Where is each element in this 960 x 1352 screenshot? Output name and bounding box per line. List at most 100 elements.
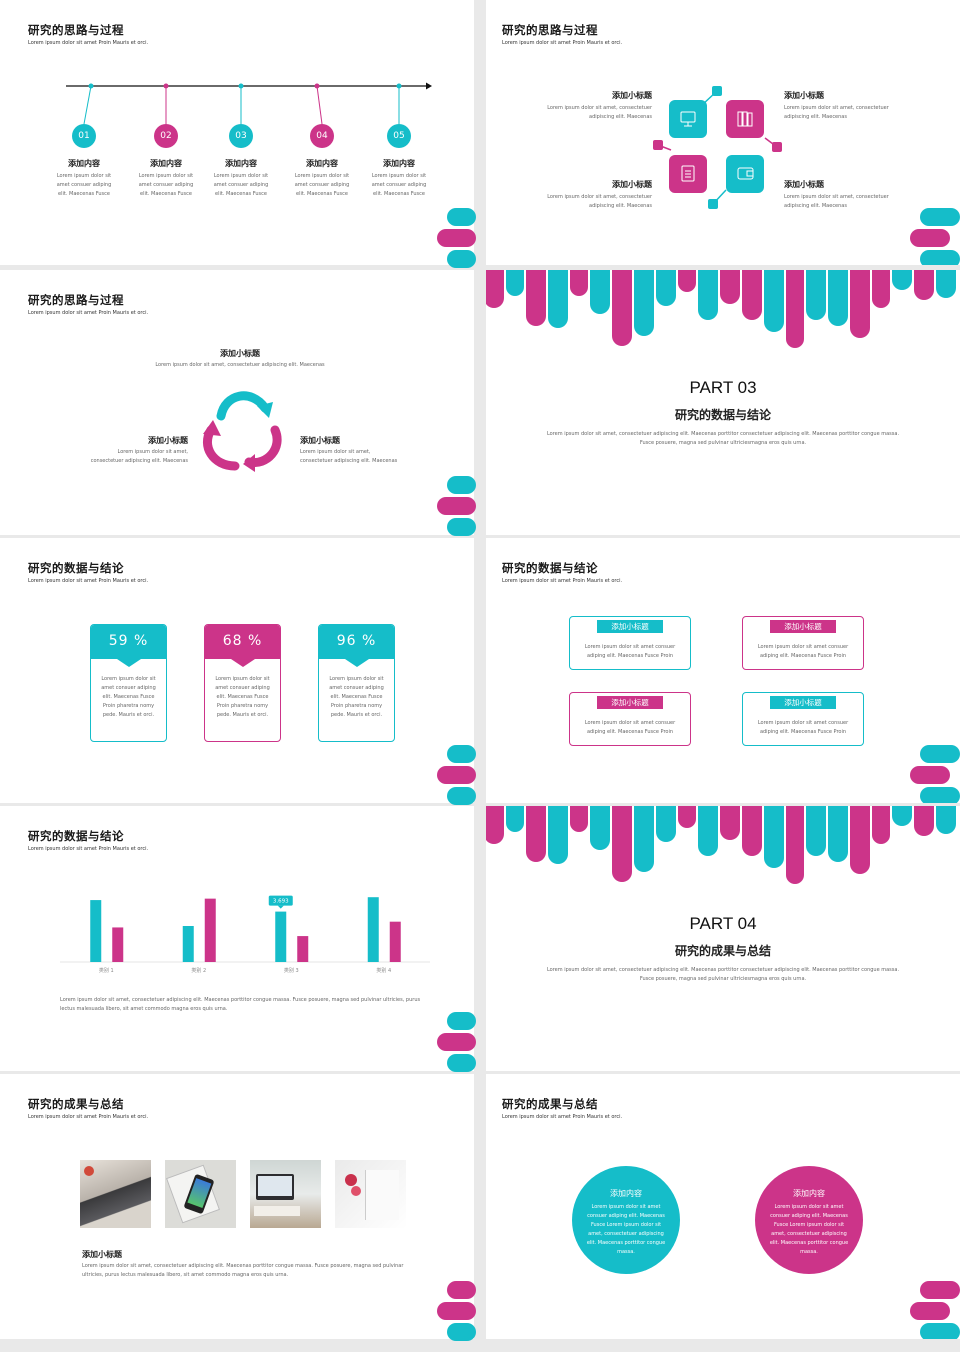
item-label: 添加小标题 xyxy=(784,91,824,100)
recycle-arrows-icon xyxy=(202,391,282,472)
x-tick-label: 类别 1 xyxy=(99,967,114,974)
bar xyxy=(112,927,124,962)
slide-process-icons: 研究的思路与过程 Lorem ipsum dolor sit amet Proi… xyxy=(486,0,960,265)
circle-text: Lorem ipsum dolor sit amet consuer adipi… xyxy=(769,1204,849,1255)
bar xyxy=(389,921,401,962)
slide-title: 研究的成果与总结 xyxy=(502,1097,598,1111)
subtitle-box: 添加小标题 Lorem ipsum dolor sit amet consuer… xyxy=(569,616,691,670)
slide-data-boxes: 研究的数据与结论 Lorem ipsum dolor sit amet Proi… xyxy=(486,538,960,803)
slide-subtitle: Lorem ipsum dolor sit amet Proin Mauris … xyxy=(28,846,149,852)
item-text: Lorem ipsum dolor sit amet, consectetuer… xyxy=(300,449,398,464)
content-circle: 添加内容 Lorem ipsum dolor sit amet consuer … xyxy=(572,1166,680,1274)
item-label: 添加小标题 xyxy=(612,91,652,100)
percent-card: 68 % Lorem ipsum dolor sit amet consuer … xyxy=(204,624,281,742)
item-label: 添加小标题 xyxy=(784,180,824,189)
slide-subtitle: Lorem ipsum dolor sit amet Proin Mauris … xyxy=(28,40,149,46)
card-text: Lorem ipsum dolor sit amet consuer adipi… xyxy=(329,676,384,718)
slide-part-03: PART 03 研究的数据与结论 Lorem ipsum dolor sit a… xyxy=(486,270,960,535)
box-label: 添加小标题 xyxy=(597,696,663,709)
icon-item: 添加小标题 Lorem ipsum dolor sit amet, consec… xyxy=(546,179,652,211)
bar xyxy=(275,911,287,962)
icon-item: 添加小标题 Lorem ipsum dolor sit amet, consec… xyxy=(546,90,652,122)
timeline-graphic xyxy=(66,82,432,148)
percent-value: 96 % xyxy=(319,625,394,659)
step-text: Lorem ipsum dolor sit amet consuer adipi… xyxy=(138,173,194,197)
box-text: Lorem ipsum dolor sit amet consuer adipi… xyxy=(584,644,676,659)
slide-results-circles: 研究的成果与总结 Lorem ipsum dolor sit amet Proi… xyxy=(486,1074,960,1339)
slide-results-photos: 研究的成果与总结 Lorem ipsum dolor sit amet Proi… xyxy=(0,1074,474,1339)
item-text: Lorem ipsum dolor sit amet, consectetuer… xyxy=(547,105,652,120)
part-number: PART 03 xyxy=(689,378,757,397)
step-number: 02 xyxy=(160,131,172,141)
slide-subtitle: Lorem ipsum dolor sit amet Proin Mauris … xyxy=(502,40,623,46)
part-text: Lorem ipsum dolor sit amet, consectetuer… xyxy=(546,967,900,982)
step-item: 添加内容 Lorem ipsum dolor sit amet consuer … xyxy=(290,158,354,199)
slide-title: 研究的成果与总结 xyxy=(28,1097,124,1111)
slide-subtitle: Lorem ipsum dolor sit amet Proin Mauris … xyxy=(502,1114,623,1120)
subtitle-box: 添加小标题 Lorem ipsum dolor sit amet consuer… xyxy=(742,692,864,746)
step-label: 添加内容 xyxy=(225,159,257,168)
percent-value: 59 % xyxy=(91,625,166,659)
laptop-photo xyxy=(80,1160,151,1228)
book-flower-photo xyxy=(335,1160,406,1228)
item-text: Lorem ipsum dolor sit amet, consectetuer… xyxy=(155,362,325,368)
step-text: Lorem ipsum dolor sit amet consuer adipi… xyxy=(371,173,427,197)
card-text: Lorem ipsum dolor sit amet consuer adipi… xyxy=(101,676,156,718)
bar-chart: 类别 1 类别 2 类别 3 类别 4 3.693 xyxy=(60,895,430,974)
step-text: Lorem ipsum dolor sit amet consuer adipi… xyxy=(56,173,112,197)
step-label: 添加内容 xyxy=(150,159,182,168)
item-label: 添加小标题 xyxy=(220,349,260,358)
slide-title: 研究的思路与过程 xyxy=(502,23,598,37)
bar xyxy=(90,900,102,962)
x-tick-label: 类别 4 xyxy=(376,967,391,974)
monitor-icon xyxy=(680,111,696,127)
slide-title: 研究的思路与过程 xyxy=(28,23,124,37)
phone-photo xyxy=(165,1160,236,1228)
subtitle-box: 添加小标题 Lorem ipsum dolor sit amet consuer… xyxy=(742,616,864,670)
item-text: Lorem ipsum dolor sit amet, consectetuer… xyxy=(547,194,652,209)
slide-subtitle: Lorem ipsum dolor sit amet Proin Mauris … xyxy=(28,578,149,584)
step-text: Lorem ipsum dolor sit amet consuer adipi… xyxy=(294,173,350,197)
step-item: 添加内容 Lorem ipsum dolor sit amet consuer … xyxy=(367,158,431,199)
content-circle: 添加内容 Lorem ipsum dolor sit amet consuer … xyxy=(755,1166,863,1274)
x-tick-label: 类别 3 xyxy=(284,967,299,974)
step-number: 03 xyxy=(235,131,247,141)
card-text: Lorem ipsum dolor sit amet consuer adipi… xyxy=(215,676,270,718)
slide-title: 研究的数据与结论 xyxy=(502,561,598,575)
box-label: 添加小标题 xyxy=(770,620,836,633)
slide-subtitle: Lorem ipsum dolor sit amet Proin Mauris … xyxy=(502,578,623,584)
bar xyxy=(182,926,194,962)
percent-card: 59 % Lorem ipsum dolor sit amet consuer … xyxy=(90,624,167,742)
step-label: 添加内容 xyxy=(383,159,415,168)
step-number: 01 xyxy=(78,131,90,141)
timeline-connectors xyxy=(83,85,400,125)
slide-title: 研究的思路与过程 xyxy=(28,293,124,307)
wallet-icon xyxy=(737,167,754,180)
desk-laptop-photo xyxy=(250,1160,321,1228)
slide-data-cards: 研究的数据与结论 Lorem ipsum dolor sit amet Proi… xyxy=(0,538,474,803)
slide-subtitle: Lorem ipsum dolor sit amet Proin Mauris … xyxy=(28,310,149,316)
percent-card: 96 % Lorem ipsum dolor sit amet consuer … xyxy=(318,624,395,742)
document-icon xyxy=(681,165,695,182)
slide-subtitle: Lorem ipsum dolor sit amet Proin Mauris … xyxy=(28,1114,149,1120)
part-title: 研究的数据与结论 xyxy=(674,408,771,422)
item-text: Lorem ipsum dolor sit amet, consectetuer… xyxy=(784,194,889,209)
item-text: Lorem ipsum dolor sit amet, consectetuer… xyxy=(784,105,889,120)
bar xyxy=(367,897,379,962)
subtitle-box: 添加小标题 Lorem ipsum dolor sit amet consuer… xyxy=(569,692,691,746)
slide-process-timeline: 研究的思路与过程 Lorem ipsum dolor sit amet Proi… xyxy=(0,0,474,265)
bar xyxy=(297,936,309,962)
slide-part-04: PART 04 研究的成果与总结 Lorem ipsum dolor sit a… xyxy=(486,806,960,1071)
slide-data-chart: 研究的数据与结论 Lorem ipsum dolor sit amet Proi… xyxy=(0,806,474,1071)
step-number: 05 xyxy=(393,131,405,141)
box-label: 添加小标题 xyxy=(597,620,663,633)
part-title: 研究的成果与总结 xyxy=(674,944,771,958)
box-text: Lorem ipsum dolor sit amet consuer adipi… xyxy=(757,644,849,659)
slide-process-cycle: 研究的思路与过程 Lorem ipsum dolor sit amet Proi… xyxy=(0,270,474,535)
x-tick-label: 类别 2 xyxy=(191,967,206,974)
bar xyxy=(204,898,216,962)
photo-section-text: Lorem ipsum dolor sit amet, consectetuer… xyxy=(82,1263,404,1278)
step-number: 04 xyxy=(316,131,328,141)
item-label: 添加小标题 xyxy=(612,180,652,189)
step-item: 添加内容 Lorem ipsum dolor sit amet consuer … xyxy=(52,158,116,199)
